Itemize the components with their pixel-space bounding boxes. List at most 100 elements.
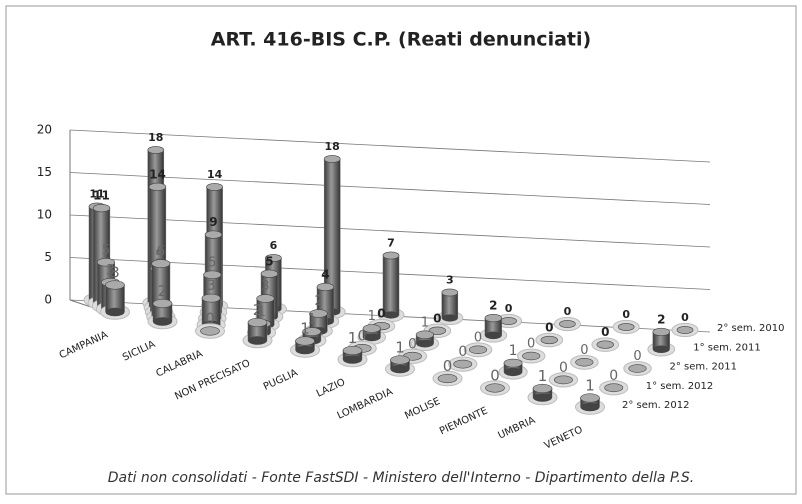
value-label: 2 bbox=[158, 282, 168, 300]
value-label: 0 bbox=[681, 311, 689, 324]
y-tick-label: 15 bbox=[37, 165, 52, 179]
bar-top bbox=[342, 345, 363, 356]
value-label: 1 bbox=[421, 315, 429, 330]
bar-top bbox=[203, 270, 222, 279]
value-label: 3 bbox=[261, 279, 269, 294]
value-label: 0 bbox=[601, 325, 609, 339]
bar-bottom bbox=[533, 393, 552, 402]
bar-bottom bbox=[343, 355, 362, 364]
value-label: 7 bbox=[387, 237, 395, 250]
bar-bottom bbox=[383, 311, 399, 319]
bar-top bbox=[453, 359, 473, 369]
value-label: 0 bbox=[559, 360, 568, 376]
legend-label: 1° sem. 2011 bbox=[693, 342, 760, 353]
bar-bottom bbox=[580, 402, 600, 412]
value-label: 1 bbox=[307, 312, 316, 328]
legend-label: 2° sem. 2010 bbox=[717, 323, 784, 334]
value-label: 0 bbox=[205, 310, 215, 328]
bar-bottom bbox=[153, 317, 172, 326]
bar-bottom bbox=[484, 331, 502, 340]
value-label: 0 bbox=[505, 302, 513, 315]
bar-top bbox=[596, 340, 614, 349]
bar-top bbox=[652, 327, 670, 337]
value-label: 3 bbox=[110, 264, 120, 282]
value-label: 3 bbox=[106, 262, 115, 278]
value-label: 0 bbox=[527, 337, 535, 352]
bar-bottom bbox=[105, 307, 125, 317]
value-label: 0 bbox=[408, 336, 417, 352]
value-label: 14 bbox=[149, 167, 166, 181]
bar-top bbox=[265, 254, 282, 262]
value-label: 1 bbox=[395, 339, 405, 357]
bar-top bbox=[522, 351, 541, 361]
bar-top bbox=[260, 269, 279, 278]
bar-top bbox=[559, 320, 576, 328]
value-label: 0 bbox=[443, 357, 453, 375]
value-label: 9 bbox=[209, 215, 217, 229]
value-label: 1 bbox=[368, 309, 376, 324]
bar-top bbox=[201, 293, 221, 303]
value-label: 1 bbox=[257, 304, 266, 320]
value-label: 0 bbox=[580, 343, 588, 358]
value-label: 0 bbox=[377, 307, 385, 321]
bar-top bbox=[323, 155, 341, 163]
value-label: 18 bbox=[325, 140, 340, 153]
footnote: Dati non consolidati - Fonte FastSDI - M… bbox=[108, 470, 695, 486]
chart-frame bbox=[5, 5, 797, 495]
value-label: 0 bbox=[633, 349, 641, 364]
bar-top bbox=[151, 259, 171, 269]
value-label: 6 bbox=[156, 244, 165, 260]
bar-top bbox=[206, 183, 223, 191]
bar-top bbox=[532, 383, 553, 394]
bar-bottom bbox=[416, 339, 434, 348]
chart-title: ART. 416-BIS C.P. (Reati denunciati) bbox=[211, 29, 591, 51]
value-label: 4 bbox=[321, 268, 329, 282]
value-label: 3 bbox=[207, 278, 216, 294]
bar-top bbox=[503, 358, 523, 368]
bar-top bbox=[441, 288, 459, 297]
value-label: 0 bbox=[474, 330, 482, 345]
value-label: 1 bbox=[585, 377, 595, 395]
y-tick-label: 5 bbox=[44, 250, 52, 264]
value-label: 2 bbox=[314, 294, 322, 309]
value-label: 2 bbox=[657, 313, 665, 327]
bar-top bbox=[617, 323, 635, 331]
value-label: 5 bbox=[208, 255, 216, 270]
bar-top bbox=[316, 282, 335, 292]
bar-bottom bbox=[248, 336, 267, 345]
value-label: 0 bbox=[358, 328, 367, 344]
value-label: 5 bbox=[102, 243, 110, 258]
bar-top bbox=[553, 375, 573, 385]
bar-top bbox=[437, 373, 458, 384]
bar-top bbox=[147, 146, 165, 154]
bar-top bbox=[485, 383, 505, 393]
bar-top bbox=[96, 258, 116, 267]
bar-bottom bbox=[652, 345, 670, 354]
bar-top bbox=[247, 317, 268, 328]
bar-bottom bbox=[363, 333, 381, 342]
legend-label: 2° sem. 2012 bbox=[622, 400, 689, 411]
value-label: 6 bbox=[270, 239, 278, 252]
bar-top bbox=[309, 309, 328, 318]
grid-line bbox=[69, 214, 711, 248]
value-label: 2 bbox=[253, 301, 263, 319]
value-label: 18 bbox=[148, 131, 163, 144]
bar-top bbox=[580, 393, 600, 403]
bar-top bbox=[92, 204, 111, 213]
value-label: 14 bbox=[207, 168, 223, 181]
bar-top bbox=[204, 230, 223, 239]
bar-top bbox=[105, 280, 125, 290]
value-label: 5 bbox=[155, 249, 163, 264]
value-label: 5 bbox=[265, 254, 273, 268]
value-label: 0 bbox=[564, 305, 572, 318]
bar-top bbox=[382, 251, 400, 260]
legend-label: 2° sem. 2011 bbox=[670, 362, 737, 373]
value-label: 0 bbox=[433, 311, 441, 325]
legend-label: 1° sem. 2012 bbox=[646, 381, 713, 392]
bar-bottom bbox=[503, 367, 523, 377]
grid-line bbox=[69, 129, 711, 163]
bar-top bbox=[484, 314, 503, 323]
value-label: 0 bbox=[458, 344, 467, 360]
bar-top bbox=[148, 182, 167, 191]
